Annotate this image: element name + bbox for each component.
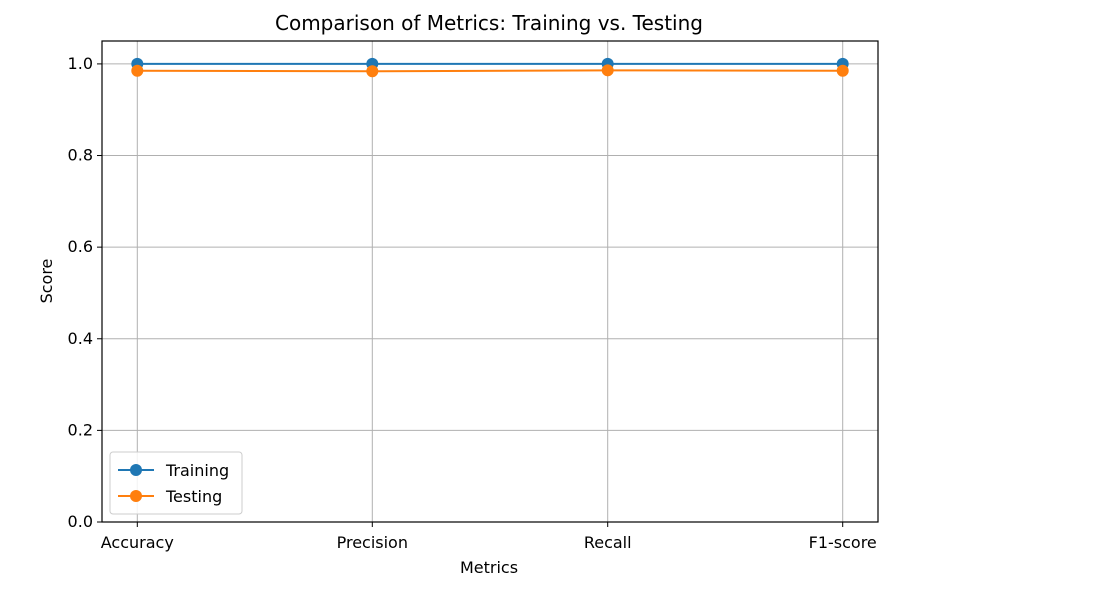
data-point-testing-1 [366,65,379,78]
series-line-testing [137,69,843,73]
legend-testing-marker [130,490,142,502]
legend: Training Testing [109,451,243,515]
legend-training-marker [130,464,142,476]
y-tick-label-4: 0.8 [68,146,93,165]
x-tick-label-3: F1-score [809,533,877,552]
data-point-testing-0 [131,64,144,77]
chart-title: Comparison of Metrics: Training vs. Test… [275,11,703,35]
y-tick-label-3: 0.6 [68,237,93,256]
plot-frame [101,40,879,523]
y-tick-label-1: 0.2 [68,420,93,439]
y-tick-label-0: 0.0 [68,512,93,531]
y-tick-label-2: 0.4 [68,329,93,348]
data-point-testing-3 [836,64,849,77]
legend-box [109,451,243,515]
x-tick-label-0: Accuracy [101,533,174,552]
x-tick-label-1: Precision [337,533,408,552]
x-axis-label: Metrics [460,558,518,577]
x-tick-label-2: Recall [584,533,632,552]
legend-training-label: Training [165,461,229,480]
grid-layer [102,41,878,523]
y-axis-label: Score [37,259,56,304]
series-layer [131,57,849,78]
ticks-layer: 0.0 0.2 0.4 0.6 0.8 1.0 Accuracy Precision Recal… [68,54,877,552]
legend-testing-label: Testing [165,487,222,506]
y-tick-label-5: 1.0 [68,54,93,73]
data-point-testing-2 [601,64,614,77]
